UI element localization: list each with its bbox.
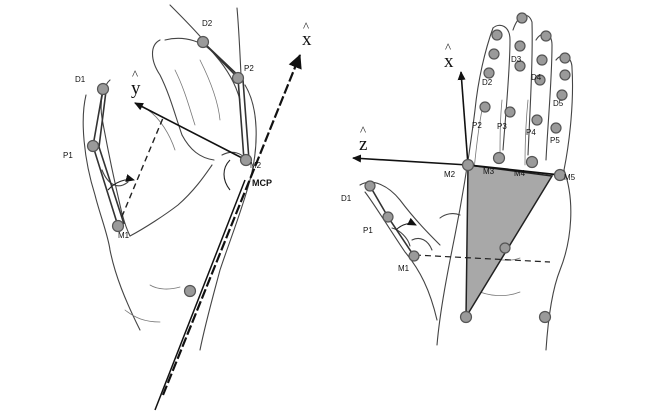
right-d1-marker bbox=[364, 180, 376, 192]
svg-text:^: ^ bbox=[445, 40, 451, 55]
right-label-p3: P3 bbox=[497, 122, 507, 131]
right-m5-marker bbox=[553, 168, 567, 182]
right-label-p1: P1 bbox=[363, 226, 373, 235]
left-hand-panel: D1 P1 M1 D2 P2 M2 MCP x ^ y ^ bbox=[63, 4, 312, 411]
left-label-p2: P2 bbox=[244, 64, 254, 73]
right-dashed-reference-line bbox=[414, 254, 551, 263]
right-p3-marker bbox=[504, 106, 516, 118]
right-finger-2-joint-a bbox=[488, 48, 500, 60]
svg-text:x: x bbox=[302, 29, 312, 50]
right-axis-x-label: x ^ bbox=[444, 40, 454, 72]
right-label-p2: P2 bbox=[472, 121, 482, 130]
right-m2-marker bbox=[461, 158, 475, 172]
right-label-m5: M5 bbox=[564, 173, 576, 182]
right-m3-marker bbox=[492, 151, 506, 165]
left-thumb-angle-arc bbox=[107, 174, 135, 191]
right-finger-tip-3 bbox=[516, 12, 528, 24]
right-p2-marker bbox=[479, 101, 491, 113]
left-axis-x-label: x ^ bbox=[302, 19, 312, 50]
left-x-axis-line bbox=[161, 54, 302, 396]
svg-text:z: z bbox=[359, 134, 367, 155]
right-label-p4: P4 bbox=[526, 128, 536, 137]
right-label-m2: M2 bbox=[444, 170, 456, 179]
right-axis-z-label: z ^ bbox=[359, 123, 367, 155]
svg-text:y: y bbox=[131, 78, 141, 99]
right-finger-3-joint-a bbox=[514, 40, 526, 52]
right-p1-marker bbox=[382, 211, 394, 223]
right-d2-marker bbox=[483, 67, 495, 79]
svg-text:^: ^ bbox=[303, 19, 309, 34]
right-label-m4: M4 bbox=[514, 169, 526, 178]
right-label-d4: D4 bbox=[531, 73, 542, 82]
left-label-mcp: MCP bbox=[252, 178, 272, 188]
left-d1-marker bbox=[96, 82, 110, 96]
right-label-p5: P5 bbox=[550, 136, 560, 145]
right-hand-panel: D1 P1 M1 D2 D3 D4 D5 P2 P3 P4 P5 M2 M3 M… bbox=[341, 12, 576, 351]
right-d5-marker bbox=[556, 89, 568, 101]
right-d4-marker bbox=[534, 74, 546, 86]
right-label-m3: M3 bbox=[483, 167, 495, 176]
right-z-axis-arrow bbox=[352, 154, 469, 166]
right-finger-4-joint-a bbox=[536, 54, 548, 66]
right-thumb-bones bbox=[369, 185, 415, 257]
right-ulnar-wrist-marker bbox=[538, 310, 552, 324]
left-p2-marker bbox=[231, 71, 245, 85]
right-d3-marker bbox=[514, 60, 526, 72]
right-p4-marker bbox=[531, 114, 543, 126]
right-finger-5-joint-a bbox=[559, 69, 571, 81]
left-m1-marker bbox=[111, 219, 125, 233]
left-label-d2: D2 bbox=[202, 19, 213, 28]
right-p5-marker bbox=[550, 122, 562, 134]
right-finger-tip-5 bbox=[559, 52, 571, 64]
right-label-d3: D3 bbox=[511, 55, 522, 64]
svg-text:x: x bbox=[444, 51, 454, 72]
right-finger-tip-2 bbox=[491, 29, 503, 41]
svg-text:^: ^ bbox=[132, 67, 138, 82]
svg-text:^: ^ bbox=[360, 123, 366, 138]
right-thumb-angle-arc bbox=[395, 217, 417, 231]
right-label-d2: D2 bbox=[482, 78, 493, 87]
palm-triangle bbox=[465, 164, 554, 320]
left-x-axis-extension bbox=[154, 179, 246, 411]
right-m4-marker bbox=[525, 155, 539, 169]
left-axis-y-label: y ^ bbox=[131, 67, 141, 99]
right-palm-marker bbox=[499, 242, 511, 254]
left-wrist-marker bbox=[183, 284, 197, 298]
left-mcp-angle-arc bbox=[223, 159, 231, 191]
left-thumb-reference-dashed-line bbox=[117, 117, 164, 227]
left-m2-marker bbox=[239, 153, 253, 167]
left-p1-marker bbox=[86, 139, 100, 153]
right-x-axis-arrow bbox=[457, 71, 469, 166]
left-label-d1: D1 bbox=[75, 75, 86, 84]
left-label-m1: M1 bbox=[118, 231, 130, 240]
right-knuckle-line bbox=[467, 164, 561, 176]
right-m1-marker bbox=[408, 250, 420, 262]
right-finger-tip-4 bbox=[540, 30, 552, 42]
right-label-m1: M1 bbox=[398, 264, 410, 273]
right-wrist-marker bbox=[459, 310, 473, 324]
left-y-axis-arrow bbox=[134, 102, 247, 161]
left-d2-marker bbox=[196, 35, 210, 49]
left-label-m2: M2 bbox=[250, 161, 262, 170]
right-label-d1: D1 bbox=[341, 194, 352, 203]
right-label-d5: D5 bbox=[553, 99, 564, 108]
left-label-p1: P1 bbox=[63, 151, 73, 160]
